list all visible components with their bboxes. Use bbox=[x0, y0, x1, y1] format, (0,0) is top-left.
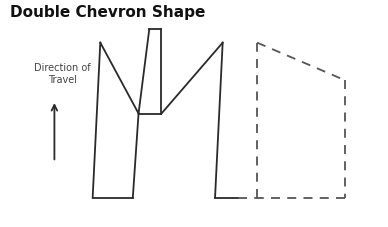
Text: Direction of
Travel: Direction of Travel bbox=[34, 63, 90, 85]
Text: Double Chevron Shape: Double Chevron Shape bbox=[10, 5, 206, 20]
